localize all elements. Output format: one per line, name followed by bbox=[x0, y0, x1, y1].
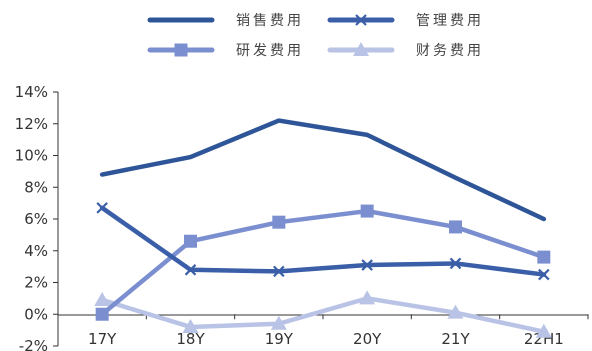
x-tick-label: 18Y bbox=[176, 330, 205, 348]
y-tick-label: -2% bbox=[19, 337, 48, 351]
x-tick-label: 19Y bbox=[265, 330, 294, 348]
series-line bbox=[99, 296, 547, 334]
data-point bbox=[184, 264, 197, 276]
data-point bbox=[359, 290, 376, 305]
y-ticks: 14% 12% 10% 8% 6% 4% 2% 0% -2% bbox=[15, 83, 58, 351]
y-tick-label: 6% bbox=[24, 210, 48, 228]
data-point bbox=[94, 291, 111, 306]
data-point bbox=[449, 220, 462, 234]
data-point bbox=[538, 268, 550, 281]
legend-label: 财务费用 bbox=[416, 43, 484, 59]
legend-item: 管理费用 bbox=[327, 13, 484, 29]
data-point bbox=[537, 250, 551, 264]
legend-item: 研发费用 bbox=[147, 43, 304, 59]
data-point bbox=[361, 259, 373, 271]
x-tick-label: 17Y bbox=[88, 330, 117, 348]
series-2 bbox=[95, 204, 551, 321]
data-point bbox=[96, 202, 108, 214]
x-tick-label: 20Y bbox=[353, 330, 382, 348]
x-tick-label: 21Y bbox=[441, 330, 470, 348]
data-point bbox=[360, 204, 374, 218]
series-line bbox=[99, 205, 547, 277]
legend-item: 销售费用 bbox=[147, 13, 304, 29]
series-3 bbox=[94, 290, 552, 338]
x-ticks: 17Y 18Y 19Y 20Y 21Y 22H1 bbox=[57, 314, 589, 348]
data-point bbox=[535, 323, 552, 338]
data-point bbox=[270, 315, 287, 330]
legend-marker bbox=[353, 42, 369, 56]
legend-marker bbox=[355, 14, 367, 26]
data-point bbox=[273, 265, 285, 278]
series-0 bbox=[99, 118, 547, 222]
y-tick-label: 10% bbox=[15, 147, 48, 165]
y-tick-label: 0% bbox=[24, 305, 48, 323]
y-tick-label: 8% bbox=[24, 178, 48, 196]
y-tick-label: 12% bbox=[15, 115, 48, 133]
y-tick-label: 4% bbox=[24, 242, 48, 260]
series-line bbox=[99, 208, 547, 317]
y-tick-label: 2% bbox=[24, 274, 48, 292]
data-point bbox=[447, 304, 464, 319]
axes bbox=[57, 92, 588, 346]
legend-label: 管理费用 bbox=[416, 13, 484, 29]
series-1 bbox=[96, 202, 550, 281]
x-tick-label: 22H1 bbox=[524, 330, 564, 348]
series-line bbox=[99, 118, 547, 222]
legend-item: 财务费用 bbox=[327, 42, 484, 59]
data-point bbox=[95, 307, 109, 321]
data-point bbox=[449, 257, 462, 270]
plot-area bbox=[94, 118, 552, 338]
legend-label: 销售费用 bbox=[236, 13, 304, 29]
legend-label: 研发费用 bbox=[236, 43, 304, 59]
data-point bbox=[182, 318, 199, 333]
legend-marker bbox=[174, 43, 188, 57]
y-tick-label: 14% bbox=[15, 83, 48, 101]
data-point bbox=[184, 234, 197, 248]
data-point bbox=[272, 215, 286, 229]
